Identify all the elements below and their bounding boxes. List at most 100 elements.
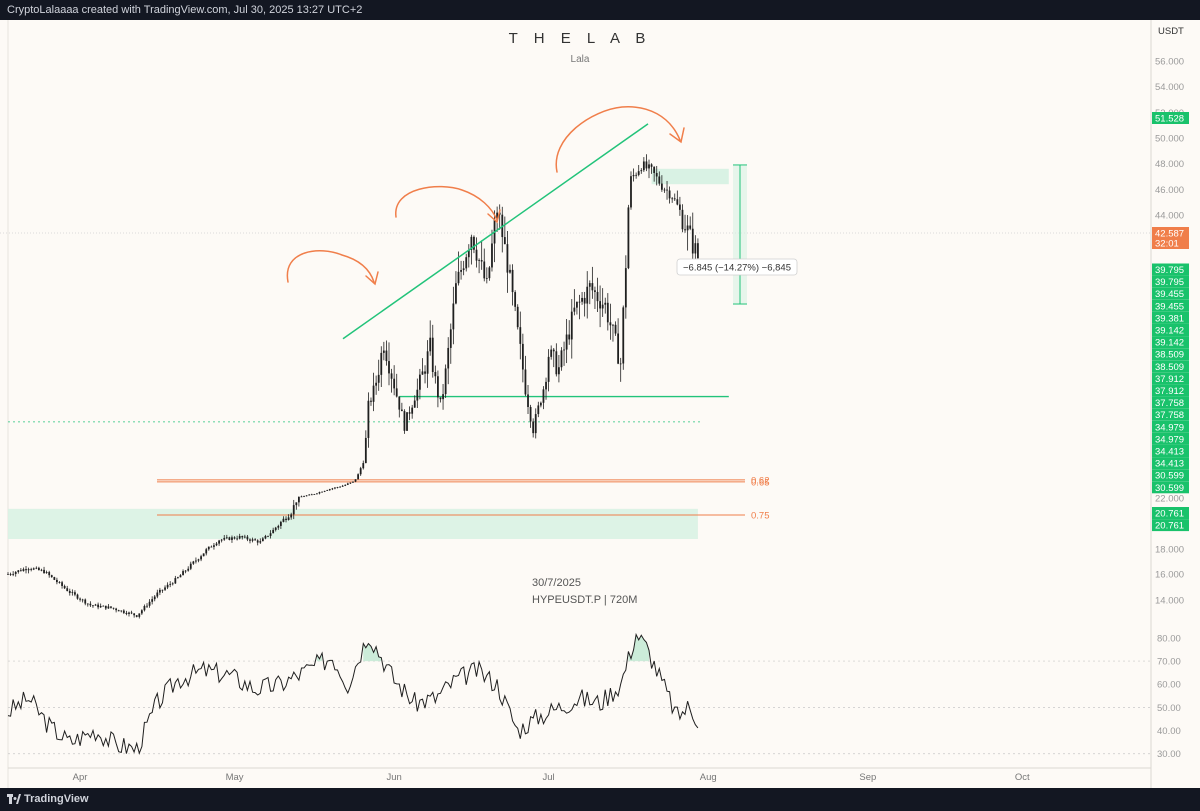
drawings-layer[interactable]: −6.845 (−14.27%) −6,845 (286, 106, 798, 340)
candle-body (653, 166, 656, 174)
candle-body (645, 161, 648, 169)
price-axis[interactable]: 56.00054.00052.00050.00048.00046.00044.0… (1152, 57, 1189, 761)
candle (400, 402, 403, 412)
price-tag-text: 30.599 (1155, 471, 1184, 482)
candle (303, 495, 305, 498)
candle-body (547, 356, 550, 382)
price-tick-label: 44.000 (1155, 211, 1184, 222)
candle-body (215, 543, 218, 546)
price-tag: 38.509 (1152, 360, 1189, 373)
footer-brand: TradingView (24, 793, 89, 805)
candle-body (437, 376, 439, 398)
candle-body (344, 484, 347, 486)
countdown-tag: 32:01 (1152, 237, 1189, 250)
candle (22, 567, 25, 572)
candle-body (122, 610, 125, 613)
candle (259, 538, 262, 544)
candle (596, 277, 599, 312)
candle (359, 466, 362, 476)
candle-body (632, 175, 635, 177)
time-axis[interactable]: Apr May Jun Jul Aug Sep Oct (73, 772, 1030, 783)
price-tag-bg (1152, 396, 1189, 409)
candle-body (279, 521, 282, 526)
candle (115, 607, 118, 613)
candle-body (89, 603, 92, 606)
price-tag-text: 39.142 (1155, 338, 1184, 349)
candle (277, 524, 280, 530)
candle (426, 340, 429, 388)
candle (177, 576, 179, 579)
candle (624, 255, 627, 319)
candle (385, 340, 388, 366)
chart-canvas[interactable]: 0.620.65 0.75 −6.845 (−14.27%) −6,845 56.… (0, 20, 1200, 788)
candle-body (171, 583, 174, 585)
price-tag: 30.599 (1152, 481, 1189, 494)
price-tag: 39.455 (1152, 299, 1189, 312)
candle-body (658, 176, 661, 184)
attribution-bar: CryptoLalaaaa created with TradingView.c… (0, 0, 1200, 20)
candle-body (256, 540, 259, 543)
candle (246, 534, 249, 542)
candle (99, 603, 102, 608)
candle-body (48, 572, 51, 576)
candle (146, 603, 148, 608)
candle (187, 566, 190, 572)
candle (210, 545, 213, 548)
candle-body (506, 244, 509, 273)
currency-label: USDT (1158, 26, 1184, 37)
candle (455, 271, 457, 305)
candle (377, 359, 380, 391)
candle-body (135, 615, 138, 617)
price-tag-text: 39.795 (1155, 277, 1184, 288)
candle-body (231, 537, 233, 540)
candle (323, 490, 326, 493)
candle-body (346, 483, 349, 485)
rsi-tick-label: 50.00 (1157, 703, 1181, 714)
candle-body (421, 371, 424, 375)
candle-body (635, 174, 638, 176)
candle-body (581, 297, 583, 302)
candle-body (418, 374, 421, 390)
candle-body (663, 189, 666, 191)
candle (17, 570, 20, 574)
candle (264, 534, 267, 540)
candle (617, 318, 620, 365)
candle (84, 598, 87, 606)
candle (202, 553, 205, 557)
candle (431, 324, 434, 378)
candle-body (673, 198, 676, 200)
candle-body (349, 482, 352, 484)
rsi-tick-label: 70.00 (1157, 657, 1181, 668)
candle-body (156, 592, 159, 597)
price-tick-label: 54.000 (1155, 82, 1184, 93)
candle-body (66, 588, 69, 592)
candle-body (189, 563, 192, 569)
candle (509, 264, 511, 274)
candle (354, 479, 357, 483)
candle (630, 171, 632, 210)
candle (110, 606, 112, 609)
candle-body (642, 161, 645, 171)
candle (40, 568, 43, 572)
candle (138, 613, 141, 619)
candle-body (400, 409, 403, 412)
candle-body (411, 407, 414, 414)
candle-body (143, 606, 146, 611)
candle-body (588, 283, 591, 287)
candle (480, 240, 483, 270)
candle-body (509, 269, 511, 273)
candle (555, 343, 558, 377)
candle (506, 230, 509, 293)
candle (76, 593, 79, 600)
candle-body (17, 570, 20, 572)
candle-body (35, 567, 38, 569)
candle (437, 370, 439, 408)
candles-layer (7, 154, 699, 619)
candle (539, 401, 542, 408)
candle (612, 324, 614, 342)
candle-body (364, 437, 367, 464)
candle-body (79, 598, 81, 600)
candle-body (473, 236, 475, 250)
candle (272, 527, 275, 534)
candle (491, 229, 493, 272)
